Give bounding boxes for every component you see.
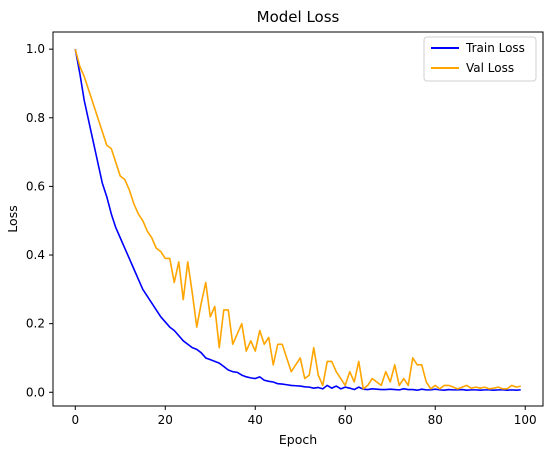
plot-area xyxy=(52,31,544,407)
y-tick-label: 0.2 xyxy=(26,317,45,331)
x-tick-label: 0 xyxy=(71,413,79,427)
x-axis-label: Epoch xyxy=(279,432,317,447)
legend: Train Loss Val Loss xyxy=(423,36,537,82)
legend-label-val: Val Loss xyxy=(466,61,514,75)
y-tick-label: 0.8 xyxy=(26,111,45,125)
y-tick-label: 1.0 xyxy=(26,42,45,56)
y-axis-ticks: 0.0 0.2 0.4 0.6 0.8 1.0 xyxy=(26,42,53,399)
train-loss-line xyxy=(74,49,521,392)
x-axis-ticks: 0 20 40 60 80 100 xyxy=(71,406,537,427)
x-tick-label: 100 xyxy=(514,413,537,427)
y-axis-label: Loss xyxy=(5,205,20,232)
chart-title: Model Loss xyxy=(257,8,340,26)
legend-label-train: Train Loss xyxy=(465,41,525,55)
val-loss-line xyxy=(74,48,521,390)
y-tick-label: 0.6 xyxy=(26,179,45,193)
series-lines xyxy=(74,48,521,392)
x-tick-label: 80 xyxy=(428,413,443,427)
y-tick-label: 0.4 xyxy=(26,248,45,262)
x-tick-label: 60 xyxy=(338,413,353,427)
y-tick-label: 0.0 xyxy=(26,385,45,399)
x-tick-label: 40 xyxy=(248,413,263,427)
x-tick-label: 20 xyxy=(158,413,173,427)
plot-frame xyxy=(52,31,544,407)
